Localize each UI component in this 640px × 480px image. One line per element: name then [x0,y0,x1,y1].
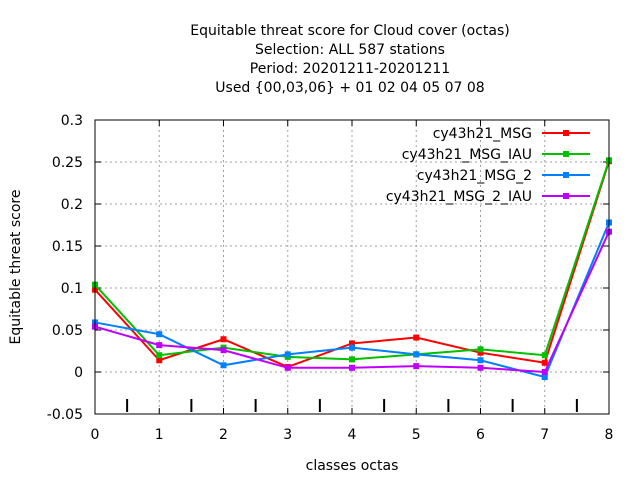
series-point [220,362,227,369]
x-tick-label: 0 [91,427,100,443]
series-point [156,352,163,359]
chart-series [92,157,612,381]
series-point [541,369,548,375]
series-point [477,364,484,371]
series-point [477,346,484,353]
series-point [156,357,163,364]
x-tick-label: 2 [219,427,228,443]
chart-title-line: Equitable threat score for Cloud cover (… [190,23,509,39]
series-point [413,363,420,370]
y-axis-label: Equitable threat score [8,190,24,345]
series-point [349,364,355,371]
y-axis-ticks: -0.05 0 0.05 0.1 0.15 0.2 0.25 0.3 [47,113,609,423]
chart-title: Equitable threat score for Cloud cover (… [190,23,509,96]
y-tick-label: 0.25 [52,155,83,171]
series-point [477,349,484,356]
x-axis-label: classes octas [306,458,399,474]
series-point [349,340,355,347]
series-point [284,364,291,371]
x-tick-label: 6 [476,427,485,443]
chart-legend: cy43h21_MSG cy43h21_MSG_IAU cy43h21_MSG_2c… [386,126,590,205]
y-tick-label: -0.05 [47,407,83,423]
x-tick-label: 3 [283,427,292,443]
series-point [413,351,420,358]
legend-label: cy43h21_MSG [433,126,532,142]
series-point [477,357,484,364]
chart-title-line: Period: 20201211-20201211 [250,61,450,77]
chart-title-line: Selection: ALL 587 stations [255,42,445,58]
x-tick-label: 8 [605,427,614,443]
x-tick-label: 5 [412,427,421,443]
series-point [349,356,355,363]
series-point [156,331,163,338]
x-tick-label: 4 [348,427,357,443]
y-tick-label: 0.05 [52,323,83,339]
legend-swatch-marker [563,193,569,199]
y-tick-label: 0.1 [61,281,83,297]
legend-label: cy43h21_MSG_2_IAU [386,189,532,205]
chart-title-line: Used {00,03,06} + 01 02 04 05 07 08 [215,80,484,96]
series-point [541,359,548,366]
legend-swatch-marker [563,130,569,136]
series-point [284,351,291,358]
series-point [220,336,227,343]
plot-frame [94,119,610,415]
series-point [156,342,163,349]
y-tick-label: 0.15 [52,239,83,255]
y-tick-label: 0.2 [61,197,83,213]
series-point [220,347,227,354]
series-point [413,334,420,341]
legend-label: cy43h21_MSG_2 [417,168,532,184]
x-tick-label: 7 [540,427,549,443]
y-tick-label: 0 [74,365,83,381]
y-tick-label: 0.3 [61,113,83,129]
legend-swatch-marker [563,172,569,178]
legend-label: cy43h21_MSG_IAU [402,147,532,163]
x-tick-label: 1 [155,427,164,443]
series-point [541,352,548,359]
series-point [541,374,548,381]
class-boundary-markers [126,399,578,412]
legend-swatch-marker [563,151,569,157]
series-point [349,344,355,351]
